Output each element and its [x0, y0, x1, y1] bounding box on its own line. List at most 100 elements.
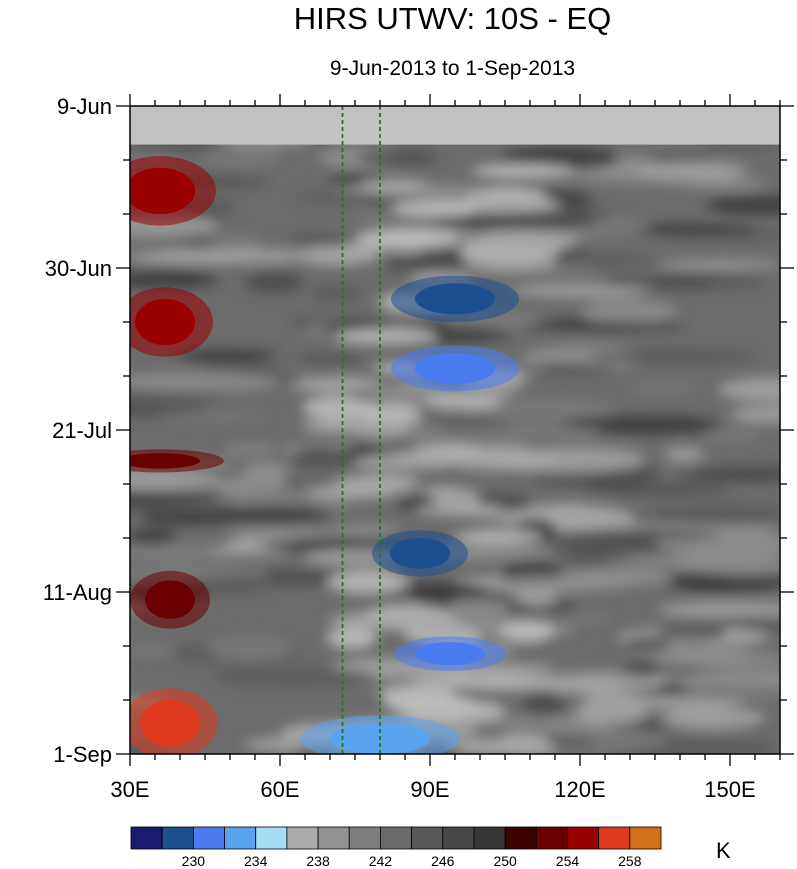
anomaly-core [140, 700, 200, 747]
field-streak [293, 191, 453, 204]
anomaly-core [390, 538, 450, 569]
field-streak [563, 567, 675, 587]
field-streak [703, 429, 761, 442]
field-streak [396, 449, 493, 460]
colorbar-swatch [598, 826, 631, 850]
field-streak [627, 383, 697, 393]
field-streak [383, 692, 475, 715]
colorbar-swatch [380, 826, 412, 850]
field-streak [358, 402, 423, 424]
field-streak [213, 667, 376, 688]
x-tick-label: 60E [260, 777, 299, 802]
field-streak [676, 470, 780, 482]
colorbar-label: 246 [431, 853, 455, 869]
colorbar-swatch [348, 826, 381, 850]
colorbar-label: 238 [306, 853, 330, 869]
field-streak [635, 278, 718, 289]
y-tick-label: 30-Jun [45, 256, 112, 281]
field-streak [657, 601, 780, 618]
colorbar-label: 242 [369, 853, 393, 869]
field-streak [190, 576, 275, 594]
field-streak [443, 676, 555, 690]
field-streak [356, 150, 439, 165]
x-tick-label: 30E [110, 777, 149, 802]
colorbar-label: 250 [493, 853, 517, 869]
field-streak [663, 447, 705, 462]
field-streak [433, 487, 481, 511]
field-streak [718, 377, 780, 403]
field-streak [327, 617, 444, 627]
field-streak [444, 597, 511, 621]
field-streak [569, 613, 611, 624]
field-streak [479, 188, 546, 197]
colorbar: 230 234 238 242 246 250 254 258 [130, 826, 662, 869]
field-streak [661, 707, 766, 730]
colorbar-swatch [442, 826, 475, 850]
field-streak [417, 418, 512, 430]
field-streak [256, 539, 362, 548]
colorbar-swatch [504, 826, 537, 850]
field-streak [499, 619, 555, 644]
field-streak [649, 504, 780, 525]
colorbar-label: 230 [182, 853, 206, 869]
field-streak [581, 300, 678, 325]
field-streak [559, 414, 721, 436]
field-streak [130, 644, 177, 657]
field-streak [679, 682, 780, 700]
field-streak [327, 523, 402, 537]
chart-title: HIRS UTWV: 10S - EQ [293, 1, 612, 36]
field-streak [130, 271, 219, 289]
y-tick-label: 11-Aug [43, 580, 112, 605]
field-streak [588, 349, 756, 364]
colorbar-label: 258 [618, 853, 642, 869]
field-streak [651, 652, 780, 667]
field-streak [326, 626, 378, 650]
anomaly-core [415, 352, 495, 384]
y-axis: 9-Jun 30-Jun 21-Jul 11-Aug 1-Sep [43, 94, 794, 767]
field-streak [301, 396, 378, 420]
field-streak [130, 542, 213, 565]
field-streak [466, 718, 550, 727]
missing-data-band [130, 106, 780, 145]
field-streak [223, 445, 278, 454]
field-streak [522, 691, 566, 716]
y-tick-label: 1-Sep [53, 742, 112, 767]
field-streak [311, 286, 362, 302]
field-streak [624, 637, 671, 650]
field-streak [658, 260, 780, 269]
field-streak [392, 198, 481, 217]
field-streak [704, 195, 780, 216]
field-streak [410, 429, 534, 450]
colorbar-swatch [255, 826, 288, 850]
field-streak [546, 530, 720, 539]
colorbar-swatch [629, 826, 662, 850]
field-streak [174, 349, 278, 363]
field-streak [453, 529, 543, 543]
field-streak [585, 484, 731, 495]
colorbar-swatch [411, 826, 444, 850]
colorbar-swatch [130, 826, 163, 850]
plot-area [130, 106, 780, 754]
anomaly-core [130, 167, 195, 214]
field-streak [357, 178, 430, 195]
x-tick-label: 150E [704, 777, 755, 802]
x-tick-label: 90E [410, 777, 449, 802]
field-streak [130, 528, 178, 545]
colorbar-swatch [192, 826, 225, 850]
field-streak [538, 502, 601, 528]
field-streak [296, 354, 365, 363]
field-streak [154, 248, 312, 264]
field-streak [327, 570, 409, 594]
field-streak [498, 731, 548, 750]
chart-subtitle: 9-Jun-2013 to 1-Sep-2013 [329, 57, 576, 80]
colorbar-unit: K [716, 838, 731, 863]
colorbar-label: 254 [556, 853, 580, 869]
field-streak [468, 230, 575, 254]
field-streak [671, 552, 780, 576]
colorbar-swatch [317, 826, 350, 850]
field-streak [573, 700, 648, 726]
field-streak [306, 486, 366, 499]
field-streak [333, 328, 438, 345]
colorbar-swatch [286, 826, 319, 850]
